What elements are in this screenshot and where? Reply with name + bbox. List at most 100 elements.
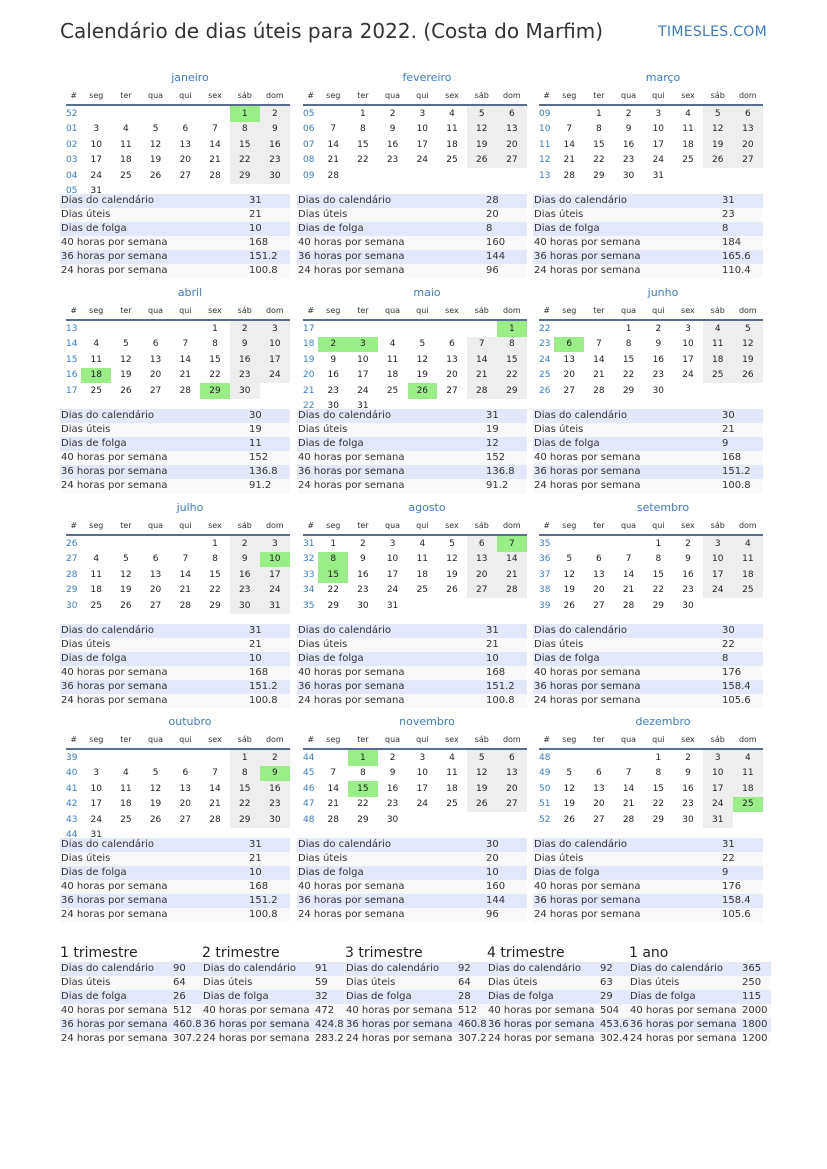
day-cell[interactable]: 13 (466, 551, 497, 567)
day-cell[interactable]: 31 (259, 598, 290, 614)
day-cell[interactable]: 6 (466, 535, 497, 552)
day-cell[interactable]: 12 (466, 765, 497, 781)
day-cell[interactable]: 8 (229, 765, 260, 781)
day-cell[interactable]: 4 (123, 124, 129, 135)
day-cell[interactable]: 14 (622, 783, 635, 794)
day-cell[interactable]: 18 (732, 567, 763, 583)
day-cell[interactable]: 24 (702, 582, 733, 598)
day-cell[interactable]: 3 (702, 535, 733, 552)
day-cell[interactable]: 3 (685, 323, 691, 334)
day-cell[interactable]: 21 (466, 367, 497, 383)
day-cell[interactable]: 8 (655, 554, 662, 565)
day-cell[interactable]: 16 (357, 569, 369, 580)
holiday-day[interactable]: 6 (554, 336, 585, 352)
day-cell[interactable]: 11 (732, 551, 763, 567)
day-cell[interactable]: 18 (120, 155, 132, 166)
day-cell[interactable]: 25 (732, 582, 763, 598)
day-cell[interactable]: 13 (149, 354, 162, 365)
day-cell[interactable]: 6 (596, 554, 602, 565)
day-cell[interactable]: 2 (229, 535, 260, 552)
holiday-day[interactable]: 15 (318, 567, 349, 583)
day-cell[interactable]: 18 (386, 370, 399, 381)
day-cell[interactable]: 15 (652, 783, 665, 794)
holiday-day[interactable]: 9 (259, 765, 290, 781)
day-cell[interactable]: 12 (563, 569, 575, 580)
day-cell[interactable]: 24 (652, 155, 665, 166)
day-cell[interactable]: 27 (496, 152, 527, 168)
day-cell[interactable]: 27 (496, 796, 527, 812)
day-cell[interactable]: 2 (389, 108, 396, 119)
day-cell[interactable]: 10 (90, 139, 102, 150)
day-cell[interactable]: 1 (229, 749, 260, 766)
day-cell[interactable]: 15 (229, 781, 260, 797)
day-cell[interactable]: 19 (702, 137, 733, 153)
day-cell[interactable]: 14 (209, 139, 221, 150)
day-cell[interactable]: 5 (419, 339, 426, 350)
day-cell[interactable]: 23 (229, 582, 260, 598)
day-cell[interactable]: 30 (259, 168, 290, 184)
day-cell[interactable]: 13 (732, 121, 763, 137)
day-cell[interactable]: 14 (327, 783, 339, 794)
holiday-day[interactable]: 8 (318, 551, 349, 567)
day-cell[interactable]: 9 (229, 551, 260, 567)
day-cell[interactable]: 19 (466, 137, 497, 153)
day-cell[interactable]: 26 (563, 814, 575, 825)
day-cell[interactable]: 14 (593, 354, 605, 365)
day-cell[interactable]: 19 (149, 799, 162, 810)
day-cell[interactable]: 10 (702, 551, 733, 567)
day-cell[interactable]: 10 (416, 768, 429, 779)
day-cell[interactable]: 20 (149, 585, 162, 596)
day-cell[interactable]: 27 (446, 385, 458, 396)
day-cell[interactable]: 1 (212, 323, 218, 334)
day-cell[interactable]: 6 (449, 339, 455, 350)
day-cell[interactable]: 29 (496, 383, 527, 399)
day-cell[interactable]: 4 (449, 108, 455, 119)
day-cell[interactable]: 1 (625, 323, 632, 334)
day-cell[interactable]: 26 (120, 385, 132, 396)
day-cell[interactable]: 19 (563, 585, 575, 596)
day-cell[interactable]: 12 (149, 139, 162, 150)
day-cell[interactable]: 21 (496, 567, 527, 583)
day-cell[interactable]: 16 (682, 569, 694, 580)
day-cell[interactable]: 27 (149, 385, 162, 396)
day-cell[interactable]: 25 (386, 385, 399, 396)
day-cell[interactable]: 20 (593, 799, 605, 810)
day-cell[interactable]: 18 (446, 783, 458, 794)
day-cell[interactable]: 29 (229, 168, 260, 184)
day-cell[interactable]: 17 (386, 569, 399, 580)
day-cell[interactable]: 16 (259, 137, 290, 153)
day-cell[interactable]: 31 (386, 600, 399, 611)
day-cell[interactable]: 26 (563, 600, 575, 611)
day-cell[interactable]: 6 (152, 554, 159, 565)
day-cell[interactable]: 3 (655, 108, 662, 119)
day-cell[interactable]: 3 (389, 538, 396, 549)
day-cell[interactable]: 4 (732, 535, 763, 552)
day-cell[interactable]: 8 (625, 339, 632, 350)
day-cell[interactable]: 22 (229, 796, 260, 812)
day-cell[interactable]: 17 (357, 370, 369, 381)
day-cell[interactable]: 8 (212, 339, 218, 350)
day-cell[interactable]: 27 (732, 152, 763, 168)
day-cell[interactable]: 13 (446, 354, 458, 365)
day-cell[interactable]: 31 (90, 186, 102, 197)
day-cell[interactable]: 18 (682, 139, 694, 150)
day-cell[interactable]: 6 (496, 105, 527, 122)
day-cell[interactable]: 14 (209, 783, 221, 794)
holiday-day[interactable]: 2 (318, 336, 349, 352)
day-cell[interactable]: 7 (466, 336, 497, 352)
day-cell[interactable]: 22 (652, 799, 665, 810)
day-cell[interactable]: 27 (563, 385, 575, 396)
day-cell[interactable]: 23 (259, 796, 290, 812)
day-cell[interactable]: 22 (209, 370, 221, 381)
day-cell[interactable]: 19 (563, 799, 575, 810)
day-cell[interactable]: 22 (327, 585, 339, 596)
day-cell[interactable]: 1 (655, 538, 662, 549)
day-cell[interactable]: 20 (179, 155, 192, 166)
day-cell[interactable]: 26 (466, 152, 497, 168)
day-cell[interactable]: 18 (90, 585, 102, 596)
day-cell[interactable]: 25 (90, 600, 102, 611)
day-cell[interactable]: 24 (259, 367, 290, 383)
day-cell[interactable]: 30 (327, 401, 339, 412)
day-cell[interactable]: 24 (416, 155, 429, 166)
day-cell[interactable]: 28 (209, 814, 221, 825)
